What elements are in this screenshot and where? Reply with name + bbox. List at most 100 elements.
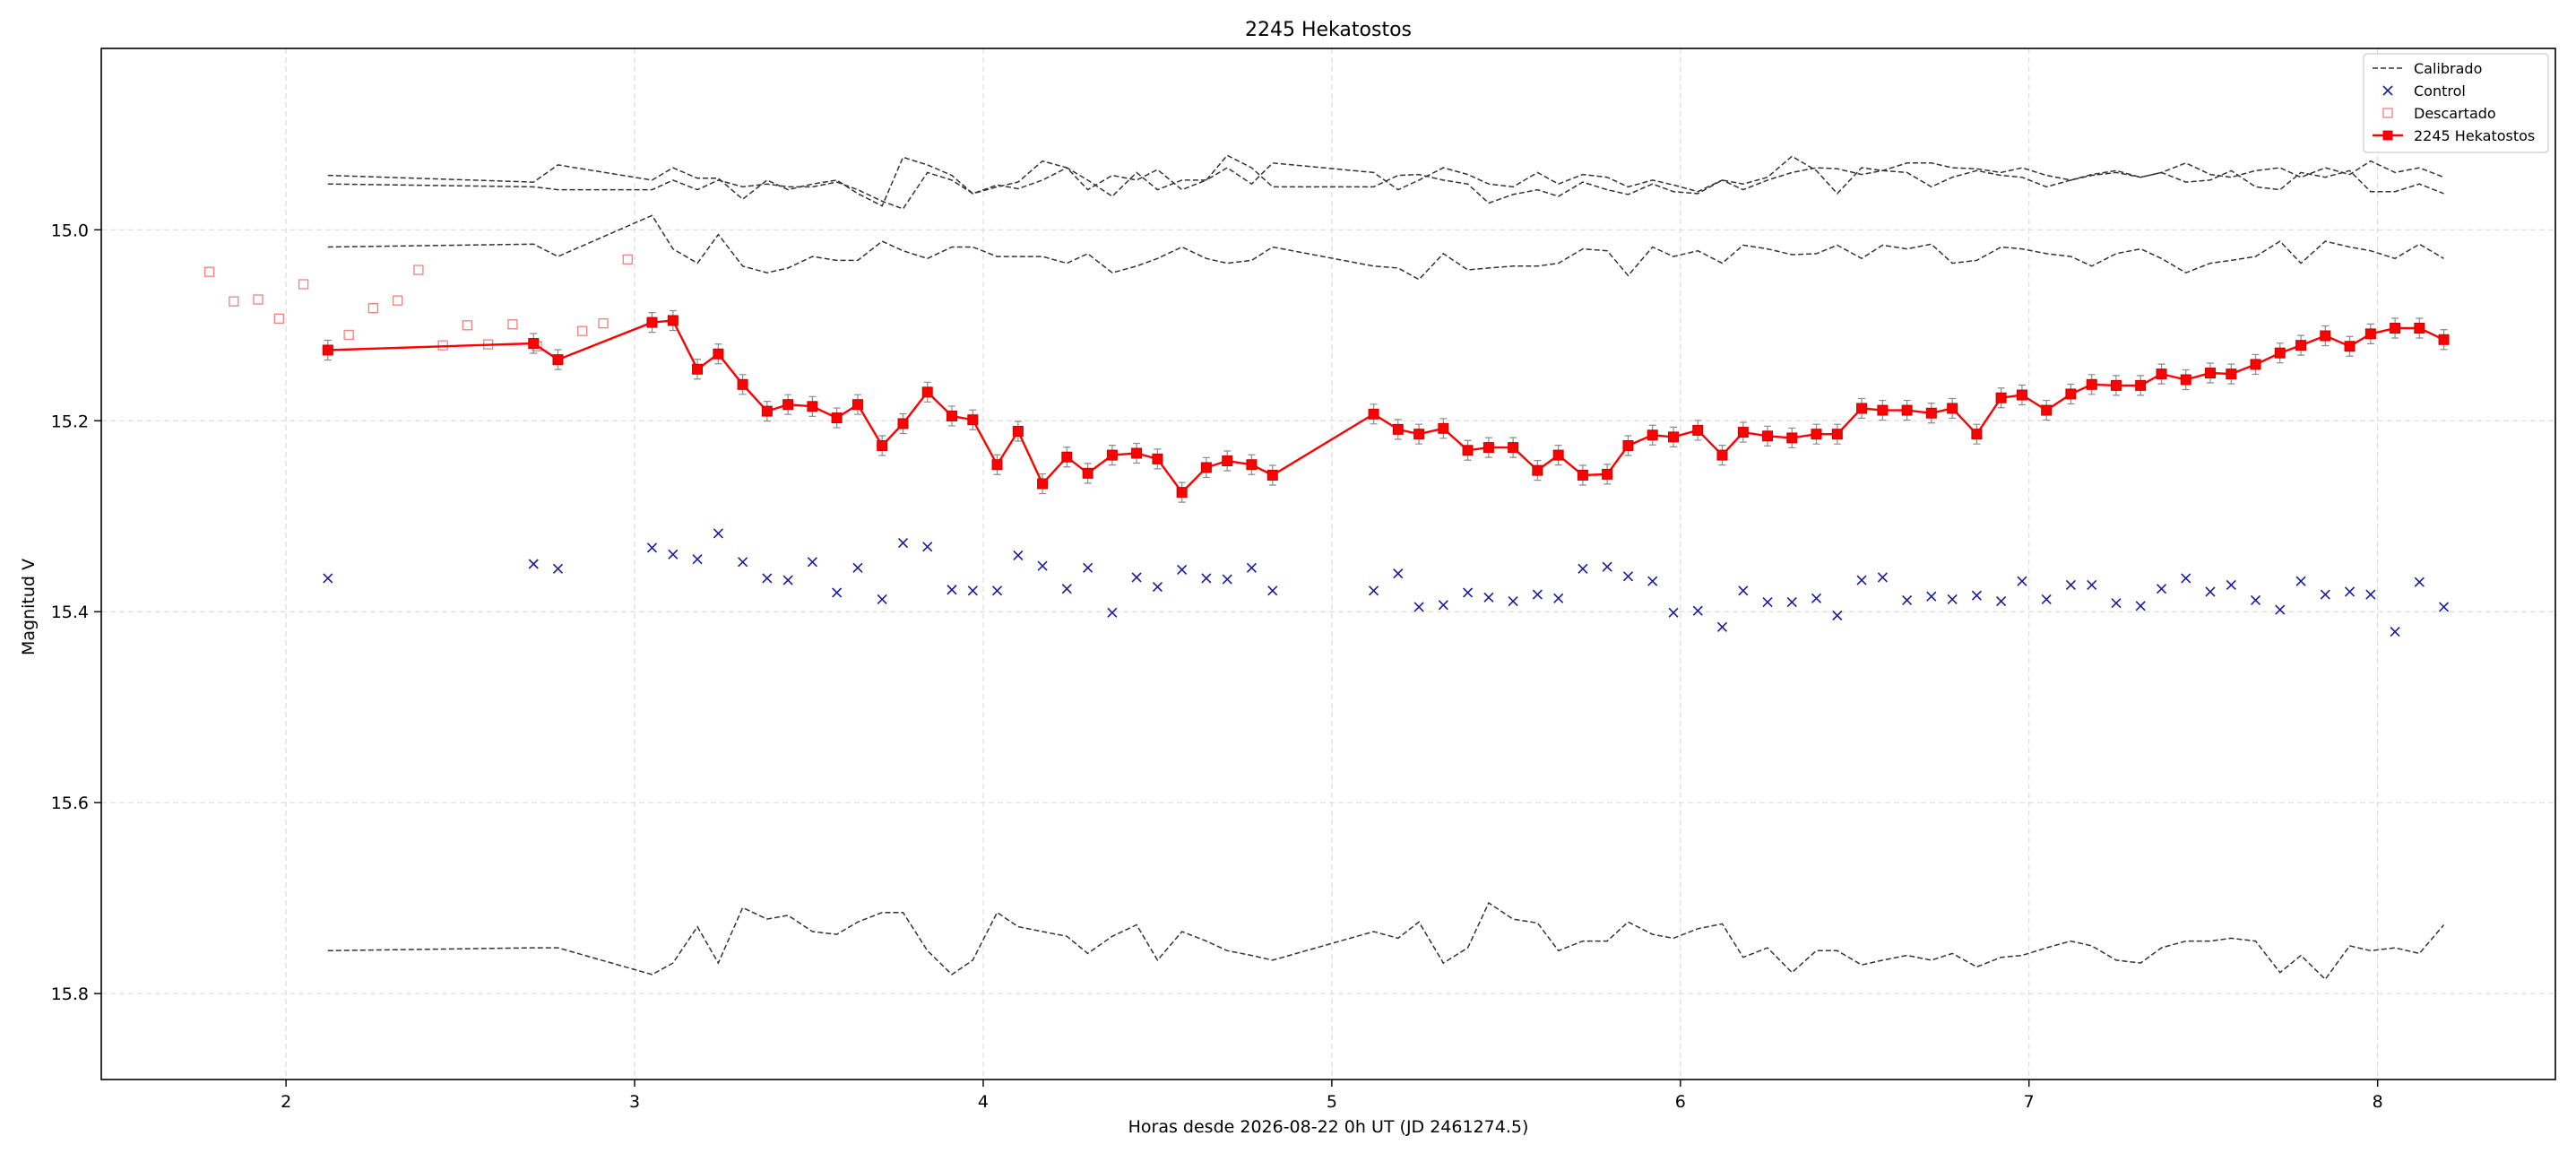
discarded-point xyxy=(507,319,518,330)
target-point xyxy=(2065,388,2077,400)
target-point xyxy=(1786,432,1798,444)
control-point xyxy=(2065,579,2076,590)
x-tick-label: 8 xyxy=(2373,1092,2383,1112)
target-point xyxy=(991,459,1003,471)
target-point xyxy=(1532,464,1543,476)
legend-label: Control xyxy=(2414,82,2466,100)
target-point xyxy=(1925,407,1937,419)
control-point xyxy=(692,554,703,565)
target-point xyxy=(1368,408,1379,420)
target-point xyxy=(1762,430,1774,442)
legend-label: 2245 Hekatostos xyxy=(2414,127,2535,144)
control-point xyxy=(1602,561,1612,572)
y-tick-label: 15.6 xyxy=(51,793,89,813)
control-point xyxy=(2156,584,2167,594)
control-point xyxy=(1971,590,1982,601)
x-tick-label: 3 xyxy=(629,1092,640,1112)
target-point xyxy=(667,315,679,326)
discarded-point xyxy=(622,254,633,264)
control-point xyxy=(1856,575,1867,585)
legend-control-swatch xyxy=(2382,85,2393,96)
chart-title: 2245 Hekatostos xyxy=(1245,19,1412,41)
target-point xyxy=(1856,403,1868,414)
control-point xyxy=(713,528,723,539)
target-point xyxy=(1131,447,1143,459)
target-point xyxy=(1647,429,1658,441)
y-axis-label: Magnitud V xyxy=(19,559,39,655)
control-point xyxy=(1368,585,1379,596)
x-tick-label: 5 xyxy=(1327,1092,1337,1112)
target-point xyxy=(1012,425,1024,437)
target-point xyxy=(1737,427,1749,438)
target-point xyxy=(807,401,818,412)
control-point xyxy=(2365,589,2376,600)
control-point xyxy=(2344,586,2356,597)
control-point xyxy=(2017,576,2027,586)
target-point xyxy=(1037,478,1049,490)
calibrated-series-layer xyxy=(327,154,2445,981)
target-point xyxy=(692,363,704,375)
control-point xyxy=(1393,568,1404,579)
target-point xyxy=(552,354,564,366)
target-point xyxy=(1246,459,1258,471)
target-point xyxy=(1413,429,1425,440)
target-point xyxy=(2295,340,2307,351)
control-point xyxy=(1246,562,1258,573)
control-point xyxy=(323,573,333,584)
control-point xyxy=(897,538,909,549)
grid-layer xyxy=(101,48,2555,1080)
control-point xyxy=(922,542,933,552)
control-point xyxy=(1877,572,1888,583)
calibrated-line xyxy=(327,156,2444,207)
target-point xyxy=(2344,341,2356,352)
target-point xyxy=(1438,422,1449,434)
control-point xyxy=(2320,589,2330,600)
legend-target-swatch xyxy=(2382,130,2393,141)
legend: Calibrado Control Descartado 2245 Hekatosto… xyxy=(2363,53,2549,153)
control-point xyxy=(2414,577,2425,587)
control-point xyxy=(1668,607,1679,618)
calibrated-line xyxy=(327,154,2444,210)
discarded-series-layer xyxy=(203,254,633,351)
control-point xyxy=(1553,593,1564,603)
discarded-point xyxy=(367,302,379,314)
control-point xyxy=(2226,579,2236,590)
legend-label: Calibrado xyxy=(2414,60,2482,77)
target-point xyxy=(2016,389,2027,401)
control-point xyxy=(832,587,843,598)
target-point xyxy=(322,344,333,356)
control-point xyxy=(2087,579,2097,590)
discarded-point xyxy=(577,325,588,336)
target-point xyxy=(528,338,540,350)
target-point xyxy=(2110,379,2122,391)
discarded-point xyxy=(413,264,424,275)
tick-layer: 2 3 4 5 6 7 8 15.0 15.2 15.4 15.6 15.8 xyxy=(51,221,2383,1112)
control-point xyxy=(1222,574,1232,585)
control-point xyxy=(2390,627,2400,637)
control-point xyxy=(1578,563,1588,574)
target-point xyxy=(877,439,888,451)
target-point xyxy=(1811,429,1822,440)
control-point xyxy=(1738,585,1749,596)
discarded-point xyxy=(203,266,215,277)
control-point xyxy=(947,585,957,595)
control-point xyxy=(967,585,978,596)
discarded-point xyxy=(462,320,473,331)
control-point xyxy=(1463,587,1474,598)
control-point xyxy=(1131,572,1142,583)
control-point xyxy=(1508,595,1518,607)
control-point xyxy=(1177,564,1188,575)
legend-discarded-swatch xyxy=(2382,108,2393,118)
control-point xyxy=(1013,550,1024,560)
target-point xyxy=(946,410,957,421)
control-point xyxy=(738,557,748,568)
control-point xyxy=(2111,598,2122,609)
x-tick-label: 4 xyxy=(978,1092,989,1112)
target-point xyxy=(2438,334,2450,345)
control-point xyxy=(1762,597,1773,608)
control-point xyxy=(2275,604,2286,615)
legend-box xyxy=(2363,53,2549,153)
control-point xyxy=(668,549,679,559)
control-point xyxy=(1926,591,1937,602)
